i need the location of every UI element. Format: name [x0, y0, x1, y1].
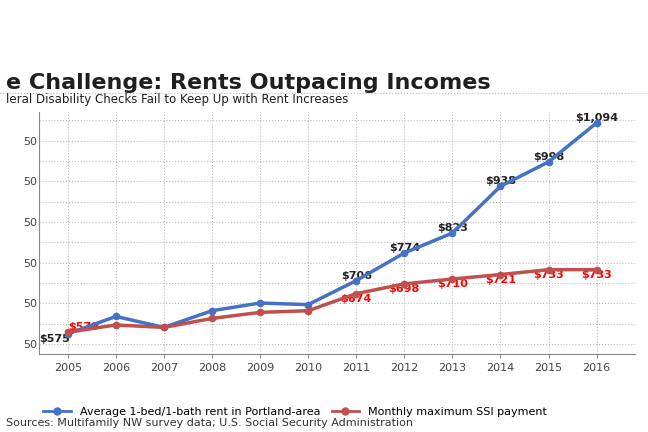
Text: $575: $575	[39, 334, 69, 344]
Text: $938: $938	[485, 176, 516, 186]
Text: $733: $733	[581, 270, 612, 280]
Text: $674: $674	[341, 294, 372, 304]
Text: $1,094: $1,094	[575, 113, 618, 123]
Legend: Average 1-bed/1-bath rent in Portland-area, Monthly maximum SSI payment: Average 1-bed/1-bath rent in Portland-ar…	[39, 402, 551, 421]
Text: $823: $823	[437, 223, 468, 233]
Text: $998: $998	[533, 152, 564, 162]
Text: $733: $733	[533, 270, 564, 280]
Text: $774: $774	[389, 243, 420, 253]
Text: $579: $579	[68, 322, 98, 332]
Text: Sources: Multifamily NW survey data; U.S. Social Security Administration: Sources: Multifamily NW survey data; U.S…	[6, 418, 413, 428]
Text: e Challenge: Rents Outpacing Incomes: e Challenge: Rents Outpacing Incomes	[6, 73, 491, 93]
Text: $710: $710	[437, 279, 468, 289]
Text: $721: $721	[485, 275, 516, 285]
Text: $706: $706	[341, 270, 372, 281]
Text: leral Disability Checks Fail to Keep Up with Rent Increases: leral Disability Checks Fail to Keep Up …	[6, 93, 349, 106]
Text: $698: $698	[389, 284, 420, 294]
